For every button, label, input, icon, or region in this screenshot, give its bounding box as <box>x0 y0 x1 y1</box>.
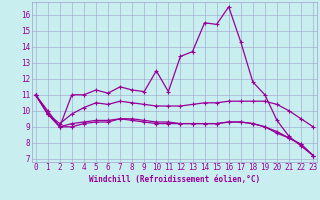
X-axis label: Windchill (Refroidissement éolien,°C): Windchill (Refroidissement éolien,°C) <box>89 175 260 184</box>
